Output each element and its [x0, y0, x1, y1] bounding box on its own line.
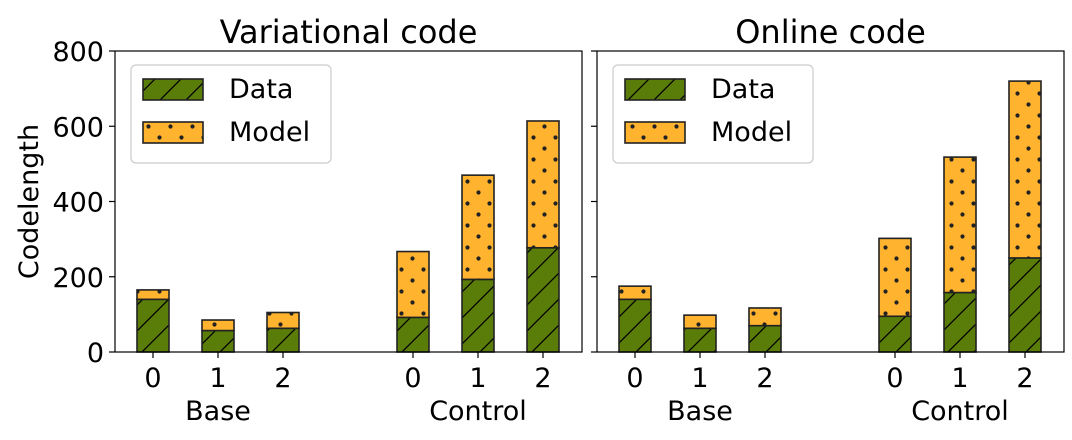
x-tick-label-3: 0: [886, 363, 903, 394]
group-label-control: Control: [429, 396, 527, 427]
legend-swatch-data: [142, 78, 204, 101]
legend-swatch-data: [624, 78, 686, 101]
x-tick-label-1: 1: [691, 363, 708, 394]
chart-panel-2: 0 1 2 0 1 2 Base Control Online code Data Model: [591, 13, 1065, 427]
legend: Data Model: [130, 64, 332, 164]
bar-data-5: [943, 291, 977, 353]
bar-data-4: [396, 316, 430, 353]
legend-label-data: Data: [229, 74, 293, 105]
bar-data-2: [683, 327, 717, 353]
y-tick-label-2: 400: [52, 188, 104, 219]
group-label-control: Control: [911, 396, 1009, 427]
x-tick-label-2: 2: [274, 363, 291, 394]
x-tick-label-2: 2: [756, 363, 773, 394]
bar-model-3: [748, 307, 782, 327]
x-tick-label-0: 0: [144, 363, 161, 394]
bar-model-1: [136, 289, 170, 301]
y-tick-label-0: 0: [87, 338, 104, 369]
legend-label-model: Model: [711, 117, 792, 148]
bar-model-4: [878, 237, 912, 318]
legend-label-data: Data: [711, 74, 775, 105]
chart-title: Online code: [735, 13, 926, 51]
x-tick-label-4: 1: [951, 363, 968, 394]
y-tick-label-4: 800: [52, 37, 104, 68]
legend-label-model: Model: [229, 117, 310, 148]
bar-model-4: [396, 250, 430, 319]
x-tick-label-5: 2: [534, 363, 551, 394]
legend-swatch-model: [624, 121, 686, 144]
y-tick-label-3: 600: [52, 112, 104, 143]
y-axis-label: Codelength: [14, 124, 45, 279]
bar-model-5: [943, 156, 977, 294]
bar-model-1: [618, 285, 652, 301]
bar-model-6: [1008, 80, 1042, 259]
y-tick-label-1: 200: [52, 263, 104, 294]
x-tick-label-3: 0: [404, 363, 421, 394]
bar-data-3: [266, 327, 300, 353]
group-label-base: Base: [667, 396, 733, 427]
legend: Data Model: [612, 64, 814, 164]
bar-model-2: [683, 314, 717, 330]
chart-panel-1: 0 200 400 600 800 0 1 2 0 1 2 Base Control Variationa…: [14, 13, 583, 427]
bar-data-3: [748, 324, 782, 353]
bar-model-5: [461, 174, 495, 281]
x-tick-label-0: 0: [626, 363, 643, 394]
bar-data-1: [618, 298, 652, 353]
bar-data-1: [136, 298, 170, 353]
bar-data-5: [461, 278, 495, 353]
bar-data-4: [878, 315, 912, 353]
x-tick-label-1: 1: [209, 363, 226, 394]
chart-title: Variational code: [220, 13, 478, 51]
bar-model-6: [526, 120, 560, 249]
group-label-base: Base: [185, 396, 251, 427]
bar-data-6: [526, 246, 560, 353]
x-tick-label-5: 2: [1016, 363, 1033, 394]
bar-model-2: [201, 319, 235, 332]
legend-swatch-model: [142, 121, 204, 144]
bar-data-6: [1008, 257, 1042, 353]
bar-model-3: [266, 311, 300, 330]
x-tick-label-4: 1: [469, 363, 486, 394]
bar-data-2: [201, 329, 235, 353]
